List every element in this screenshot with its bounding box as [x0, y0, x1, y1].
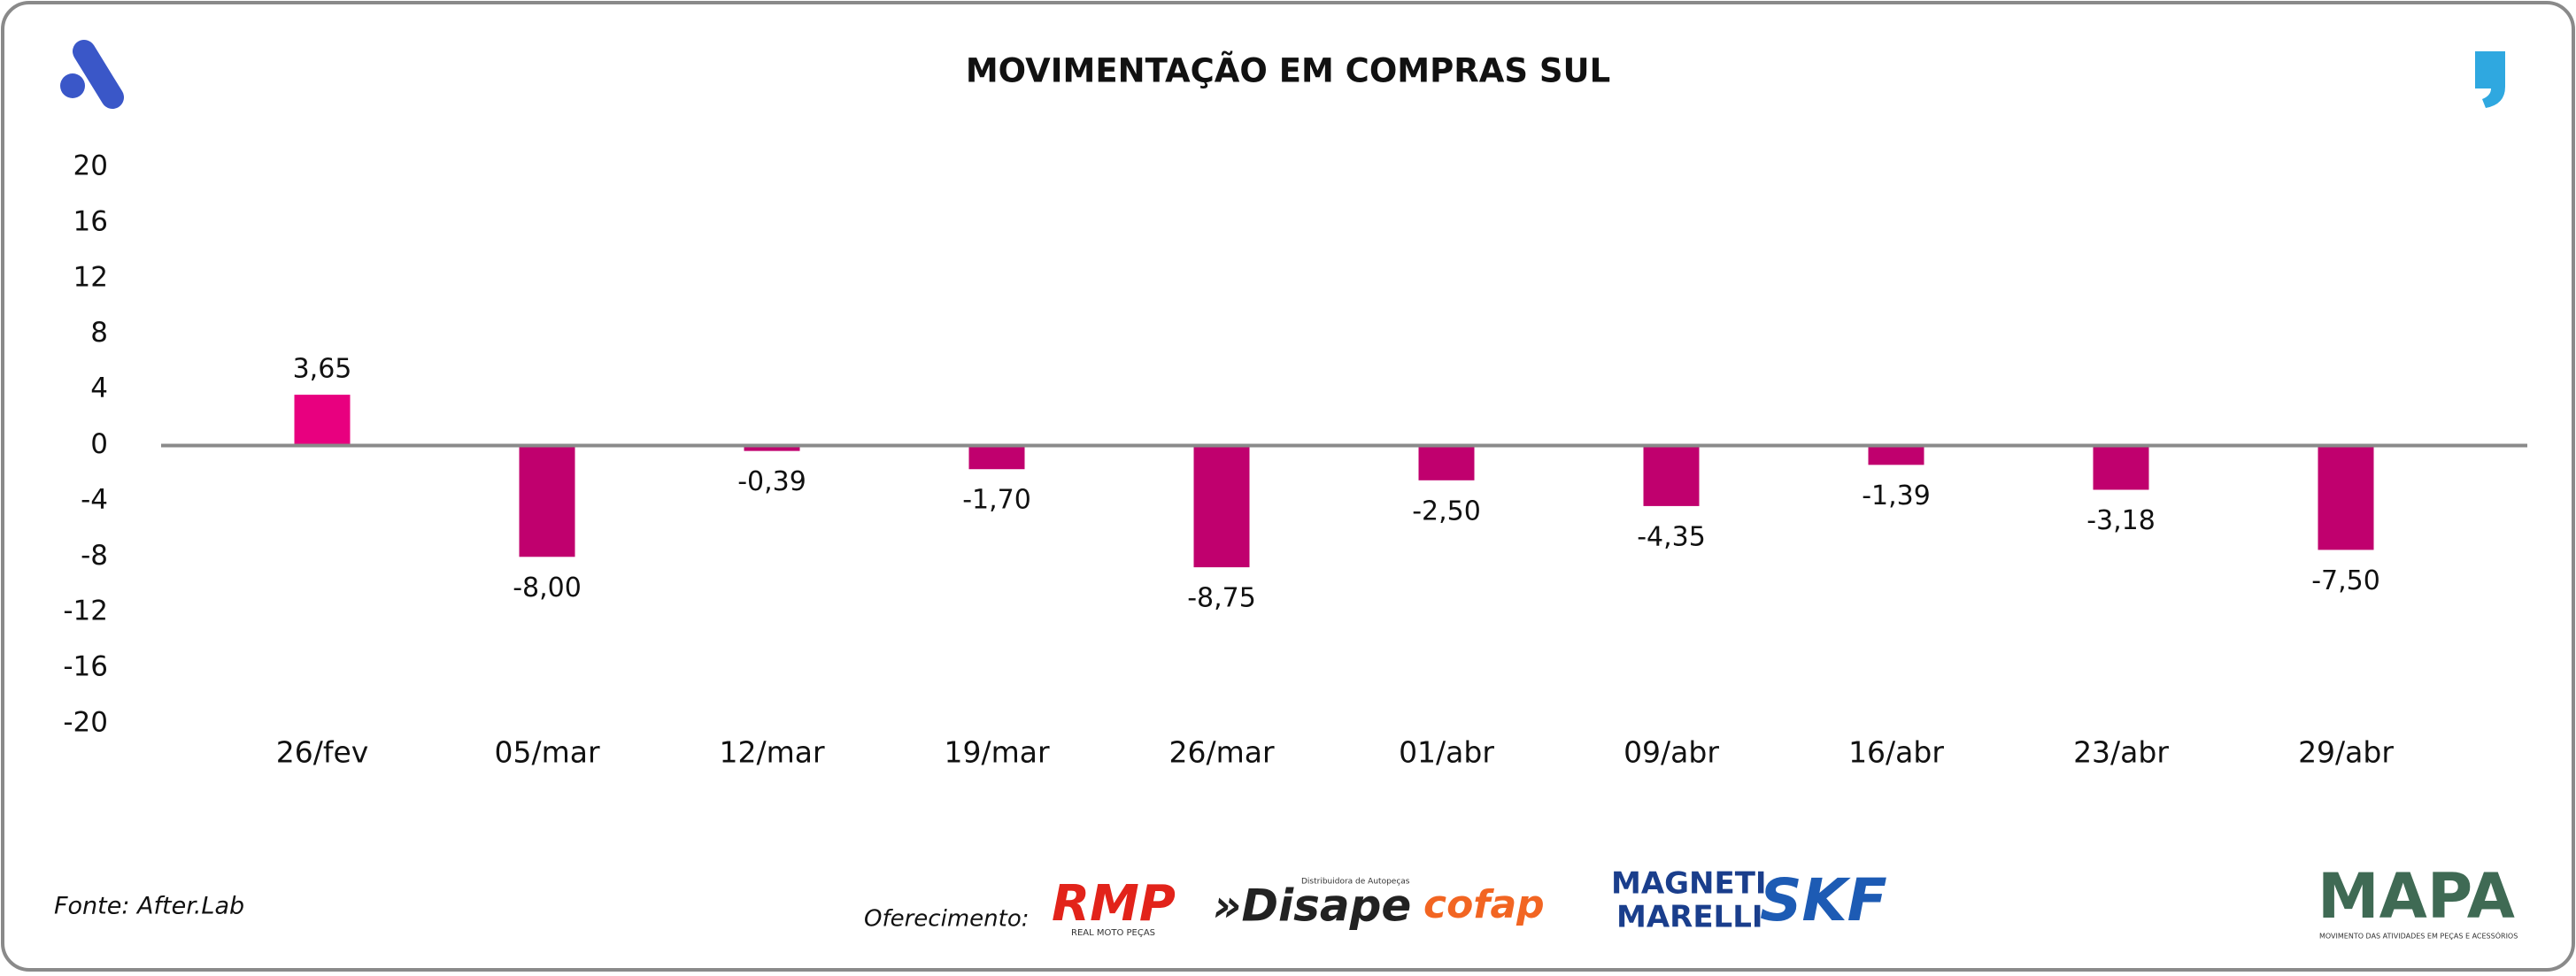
bar [1643, 445, 1700, 506]
sponsor-logo: RMP [1052, 875, 1176, 933]
y-tick-label: -4 [81, 484, 108, 516]
bar [968, 445, 1025, 470]
value-label: -7,50 [2311, 565, 2380, 596]
y-tick-label: -8 [81, 540, 108, 572]
bar [2318, 445, 2374, 550]
logo-a [60, 40, 124, 109]
value-label: -8,75 [1187, 583, 1256, 614]
value-label: -1,39 [1862, 480, 1931, 511]
value-label: -0,39 [737, 466, 806, 497]
x-tick-label: 01/abr [1399, 735, 1494, 770]
y-tick-label: 16 [73, 205, 108, 237]
x-tick-label: 16/abr [1848, 735, 1944, 770]
y-tick-label: 20 [73, 150, 108, 182]
y-tick-label: -16 [63, 651, 108, 683]
x-tick-label: 26/mar [1168, 735, 1274, 770]
value-label: -2,50 [1412, 496, 1481, 526]
sponsor-logo: cofap [1423, 882, 1545, 927]
x-tick-label: 09/abr [1623, 735, 1719, 770]
y-tick-label: -20 [63, 707, 108, 739]
mapa-logo: MAPA [2318, 860, 2515, 933]
y-tick-label: 4 [90, 373, 108, 404]
y-tick-label: 0 [90, 428, 108, 460]
y-tick-label: -12 [63, 596, 108, 627]
source: Fonte: After.Lab [54, 893, 244, 920]
y-tick-label: 12 [73, 261, 108, 293]
sponsor-logo-sub: Distribuidora de Autopeças [1301, 878, 1410, 887]
x-tick-label: 05/mar [494, 735, 599, 770]
value-label: -4,35 [1637, 521, 1706, 552]
sponsor-logo: MAGNETI [1611, 866, 1767, 902]
sponsor-logo: SKF [1760, 866, 1887, 934]
sponsor-logo: MARELLI [1616, 900, 1763, 935]
value-label: -8,00 [513, 573, 582, 603]
x-tick-label: 26/fev [276, 735, 369, 770]
value-label: -3,18 [2086, 505, 2156, 536]
x-tick-label: 29/abr [2298, 735, 2394, 770]
bar [294, 395, 351, 446]
bar [1418, 445, 1475, 480]
mapa-logo-sub: MOVIMENTO DAS ATIVIDADES EM PEÇAS E ACES… [2319, 931, 2518, 941]
value-label: 3,65 [293, 354, 352, 385]
bar [1193, 445, 1250, 568]
logo-comma [2475, 51, 2505, 108]
sponsor-logo-sub: REAL MOTO PEÇAS [1071, 928, 1155, 938]
value-label: -1,70 [962, 485, 1031, 516]
bar [744, 445, 800, 451]
x-tick-label: 23/abr [2073, 735, 2169, 770]
sponsor-logo: »Disape [1213, 880, 1411, 932]
bar [519, 445, 575, 557]
y-tick-label: 8 [90, 317, 108, 349]
bar [1868, 445, 1924, 465]
bar [2093, 445, 2149, 490]
chart-title: MOVIMENTAÇÃO EM COMPRAS SUL [966, 51, 1610, 90]
x-tick-label: 19/mar [944, 735, 1049, 770]
x-tick-label: 12/mar [719, 735, 824, 770]
sponsor-label: Oferecimento: [864, 906, 1029, 933]
